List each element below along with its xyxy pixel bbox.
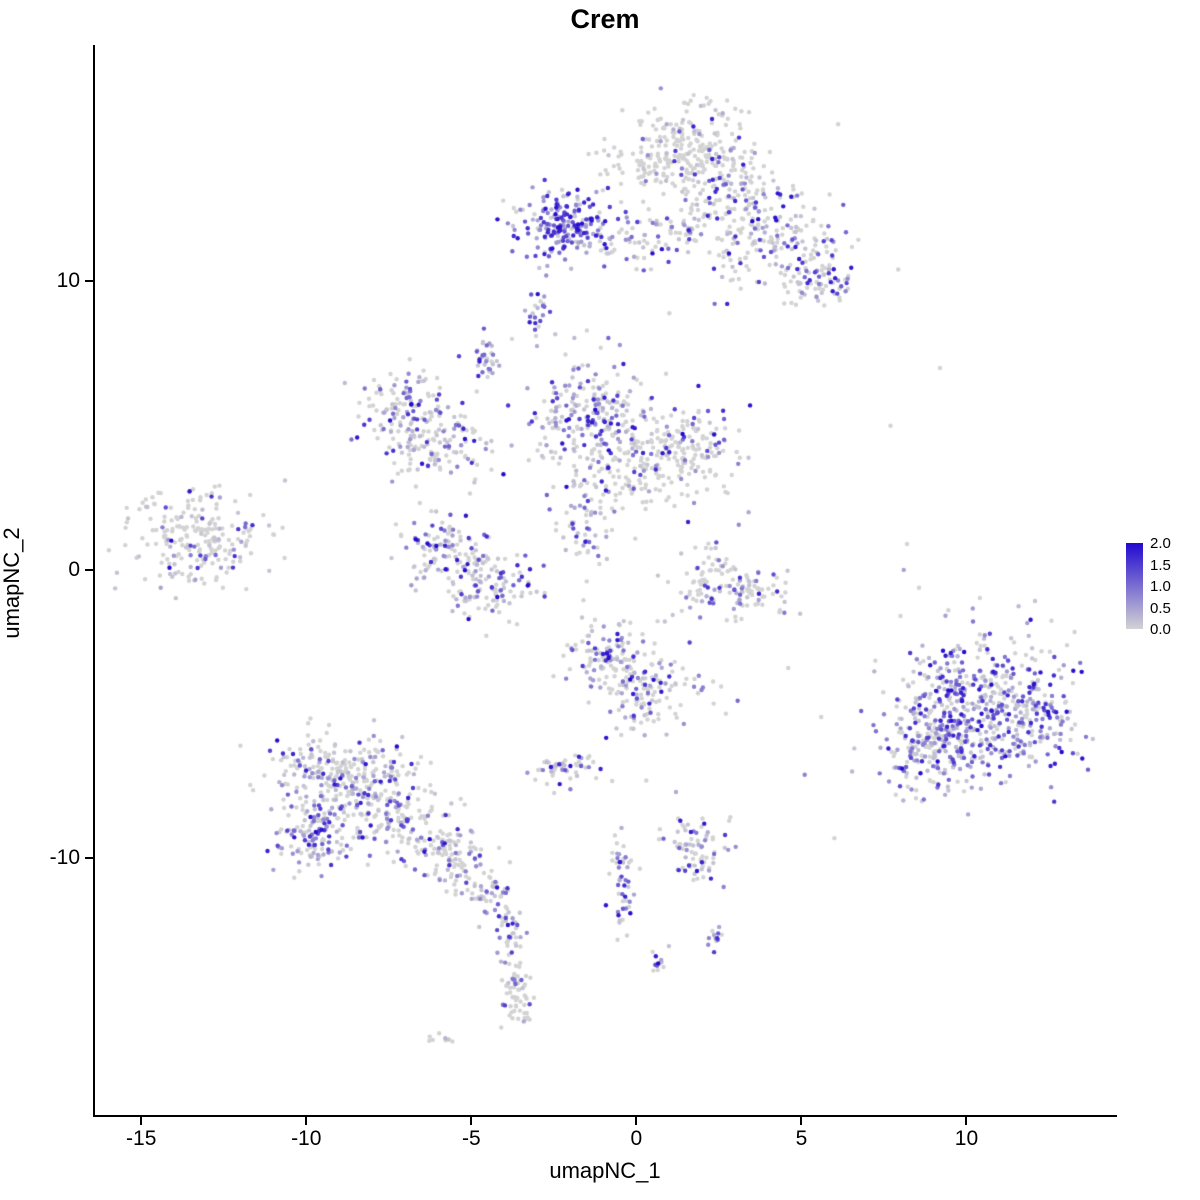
scatter-points-canvas [95, 45, 1115, 1115]
x-tick-mark [800, 1117, 803, 1125]
x-tick-label: 0 [630, 1127, 643, 1150]
x-tick-mark [635, 1117, 638, 1125]
x-tick-mark [470, 1117, 473, 1125]
x-axis-label: umapNC_1 [549, 1158, 661, 1183]
legend-tick-label: 0.5 [1150, 599, 1171, 617]
x-tick-label: -5 [461, 1127, 481, 1150]
x-tick-mark [140, 1117, 143, 1125]
x-tick-label: -10 [291, 1127, 322, 1150]
y-tick-mark [85, 280, 93, 283]
legend-colorbar [1126, 543, 1143, 629]
x-tick-label: 10 [954, 1127, 979, 1150]
y-tick-mark [85, 857, 93, 860]
legend-tick-label: 0.0 [1150, 621, 1171, 638]
y-tick-label: 0 [68, 557, 80, 581]
x-tick-label: -15 [126, 1127, 157, 1150]
y-tick-label: 10 [56, 269, 80, 293]
legend-tick-label: 2.0 [1150, 535, 1171, 552]
x-tick-mark [305, 1117, 308, 1125]
y-axis-line [93, 45, 95, 1117]
legend-tick-label: 1.0 [1150, 578, 1171, 595]
x-tick-label: 5 [795, 1127, 808, 1150]
plot-title: Crem [570, 4, 640, 34]
legend-tick-label: 1.5 [1150, 556, 1171, 574]
y-axis-label: umapNC_2 [0, 527, 24, 639]
y-tick-mark [85, 568, 93, 571]
x-axis-line [93, 1115, 1117, 1117]
y-tick-label: -10 [49, 846, 80, 870]
x-tick-mark [965, 1117, 968, 1125]
legend: 2.0 1.5 1.0 0.5 0.0 [1126, 536, 1200, 640]
